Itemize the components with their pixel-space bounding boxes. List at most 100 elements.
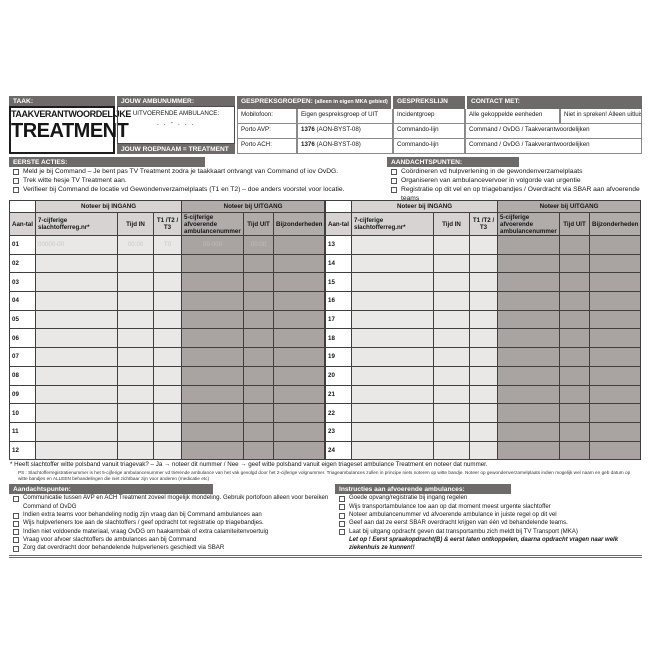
victim-reg-field[interactable] — [35, 365, 118, 386]
remarks-field[interactable] — [273, 403, 325, 423]
triage-field[interactable] — [468, 365, 499, 386]
checkbox-icon[interactable] — [13, 512, 19, 519]
time-out-field[interactable] — [243, 309, 275, 330]
ambulance-nr-field[interactable] — [181, 309, 245, 330]
checkbox-icon[interactable] — [13, 178, 19, 184]
time-out-field[interactable] — [243, 272, 275, 293]
victim-reg-field[interactable] — [351, 291, 434, 311]
remarks-field[interactable] — [589, 291, 641, 311]
victim-reg-field[interactable] — [35, 440, 118, 461]
victim-reg-field[interactable] — [351, 253, 434, 274]
time-out-field[interactable] — [243, 365, 275, 386]
triage-field[interactable] — [152, 347, 183, 367]
time-out-field[interactable] — [559, 403, 591, 423]
victim-reg-field[interactable] — [351, 384, 434, 405]
ambulance-nr-field[interactable] — [497, 421, 561, 442]
remarks-field[interactable] — [273, 384, 325, 405]
time-in-field[interactable]: 00:00 — [117, 235, 154, 255]
time-out-field[interactable] — [559, 421, 591, 442]
time-in-field[interactable] — [433, 384, 470, 405]
time-out-field[interactable] — [559, 328, 591, 349]
victim-reg-field[interactable]: 00000-00 — [35, 235, 118, 255]
time-in-field[interactable] — [433, 291, 470, 311]
ambulance-nr-field[interactable] — [497, 272, 561, 293]
victim-reg-field[interactable] — [351, 421, 434, 442]
triage-field[interactable] — [468, 328, 499, 349]
ambulance-nr-field[interactable] — [181, 328, 245, 349]
ambulance-nr-field[interactable] — [181, 291, 245, 311]
time-in-field[interactable] — [433, 347, 470, 367]
time-out-field[interactable] — [559, 291, 591, 311]
victim-reg-field[interactable] — [35, 421, 118, 442]
checkbox-icon[interactable] — [13, 545, 19, 552]
checkbox-icon[interactable] — [13, 520, 19, 527]
checkbox-icon[interactable] — [13, 187, 19, 193]
ambulance-nr-field[interactable] — [181, 403, 245, 423]
victim-reg-field[interactable] — [351, 328, 434, 349]
victim-reg-field[interactable] — [351, 347, 434, 367]
victim-reg-field[interactable] — [35, 309, 118, 330]
remarks-field[interactable] — [273, 440, 325, 461]
checkbox-icon[interactable] — [13, 529, 19, 536]
time-in-field[interactable] — [433, 440, 470, 461]
remarks-field[interactable] — [589, 384, 641, 405]
ambulance-nr-field[interactable] — [181, 347, 245, 367]
checkbox-icon[interactable] — [339, 512, 345, 519]
ambulance-nr-field[interactable] — [497, 347, 561, 367]
checkbox-icon[interactable] — [391, 169, 397, 175]
ambulance-nr-field[interactable] — [181, 440, 245, 461]
time-out-field[interactable] — [243, 253, 275, 274]
ambulance-nr-field[interactable] — [497, 235, 561, 255]
ambulance-nr-field[interactable] — [497, 384, 561, 405]
victim-reg-field[interactable] — [35, 347, 118, 367]
time-in-field[interactable] — [433, 253, 470, 274]
checkbox-icon[interactable] — [13, 169, 19, 175]
time-in-field[interactable] — [117, 384, 154, 405]
ambulance-nr-field[interactable] — [497, 291, 561, 311]
ambulance-nr-field[interactable] — [181, 421, 245, 442]
time-in-field[interactable] — [433, 235, 470, 255]
triage-field[interactable] — [468, 421, 499, 442]
ambulance-nr-field[interactable] — [497, 440, 561, 461]
victim-reg-field[interactable] — [35, 272, 118, 293]
ambulance-nr-field[interactable] — [181, 253, 245, 274]
time-in-field[interactable] — [117, 421, 154, 442]
triage-field[interactable] — [152, 403, 183, 423]
victim-reg-field[interactable] — [351, 365, 434, 386]
time-out-field[interactable] — [243, 347, 275, 367]
triage-field[interactable] — [152, 440, 183, 461]
triage-field[interactable] — [468, 309, 499, 330]
time-out-field[interactable] — [243, 403, 275, 423]
remarks-field[interactable] — [273, 235, 325, 255]
time-in-field[interactable] — [117, 309, 154, 330]
remarks-field[interactable] — [589, 328, 641, 349]
time-out-field[interactable] — [559, 365, 591, 386]
victim-reg-field[interactable] — [351, 235, 434, 255]
ambulance-nr-field[interactable] — [181, 384, 245, 405]
time-in-field[interactable] — [117, 440, 154, 461]
remarks-field[interactable] — [589, 253, 641, 274]
checkbox-icon[interactable] — [339, 520, 345, 527]
time-out-field[interactable] — [243, 440, 275, 461]
triage-field[interactable] — [468, 347, 499, 367]
time-out-field[interactable] — [243, 328, 275, 349]
ambulance-nr-field[interactable] — [497, 365, 561, 386]
remarks-field[interactable] — [589, 440, 641, 461]
time-out-field[interactable] — [243, 421, 275, 442]
triage-field[interactable] — [468, 235, 499, 255]
ambunumber-field[interactable]: . . - . . . — [156, 120, 196, 127]
victim-reg-field[interactable] — [35, 403, 118, 423]
checkbox-icon[interactable] — [339, 504, 345, 511]
time-in-field[interactable] — [117, 291, 154, 311]
time-in-field[interactable] — [117, 403, 154, 423]
time-out-field[interactable] — [559, 384, 591, 405]
victim-reg-field[interactable] — [351, 440, 434, 461]
ambulance-nr-field[interactable] — [497, 309, 561, 330]
triage-field[interactable] — [468, 440, 499, 461]
remarks-field[interactable] — [273, 272, 325, 293]
remarks-field[interactable] — [589, 365, 641, 386]
time-in-field[interactable] — [117, 347, 154, 367]
remarks-field[interactable] — [273, 291, 325, 311]
triage-field[interactable] — [152, 328, 183, 349]
remarks-field[interactable] — [273, 253, 325, 274]
